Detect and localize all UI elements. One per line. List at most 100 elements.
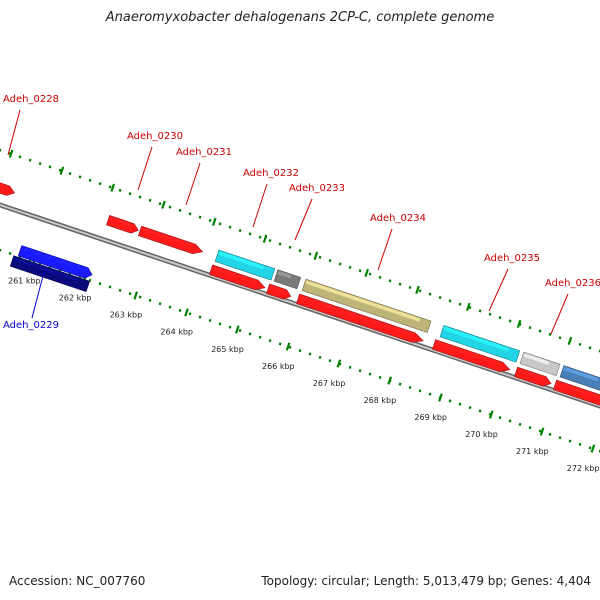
minor-tick xyxy=(108,185,112,189)
minor-tick xyxy=(128,192,132,196)
minor-tick xyxy=(278,242,282,246)
minor-tick xyxy=(508,319,512,323)
kbp-tick-label: 266 kbp xyxy=(262,362,295,371)
major-tick xyxy=(110,183,116,192)
minor-tick xyxy=(118,188,122,192)
kbp-tick-label: 268 kbp xyxy=(364,396,397,405)
minor-tick xyxy=(218,222,222,226)
gene-0233b-arrow xyxy=(266,283,292,300)
kbp-tick-label: 264 kbp xyxy=(160,328,193,337)
minor-tick xyxy=(248,332,252,336)
minor-tick xyxy=(548,432,552,436)
minor-tick xyxy=(598,449,600,453)
minor-tick xyxy=(128,292,132,296)
minor-tick xyxy=(328,359,332,363)
minor-tick xyxy=(358,269,362,273)
gene-label: Adeh_0233 xyxy=(289,183,345,194)
major-tick xyxy=(313,251,319,260)
backbone-highlight xyxy=(0,203,600,408)
minor-tick xyxy=(478,309,482,313)
kbp-tick-label: 267 kbp xyxy=(313,379,346,388)
minor-tick xyxy=(288,245,292,249)
minor-tick xyxy=(588,446,592,450)
outer-tick-row xyxy=(0,148,600,353)
minor-tick xyxy=(368,272,372,276)
minor-tick xyxy=(528,326,532,330)
minor-tick xyxy=(558,436,562,440)
minor-tick xyxy=(348,265,352,269)
kbp-tick-label: 261 kbp xyxy=(8,277,41,286)
minor-tick xyxy=(538,329,542,333)
minor-tick xyxy=(428,292,432,296)
minor-tick xyxy=(268,238,272,243)
major-tick xyxy=(8,149,14,158)
gene-label: Adeh_0234 xyxy=(370,213,426,224)
major-tick xyxy=(59,166,65,175)
major-tick xyxy=(285,342,291,351)
minor-tick xyxy=(538,429,542,433)
major-tick xyxy=(465,302,471,312)
minor-tick xyxy=(0,248,2,252)
kbp-tick-label: 272 kbp xyxy=(567,464,600,473)
minor-tick xyxy=(308,252,312,256)
gene-label: Adeh_0230 xyxy=(127,131,183,142)
minor-tick xyxy=(258,335,262,339)
major-tick xyxy=(488,410,494,419)
gene-label: Adeh_0231 xyxy=(176,147,232,158)
minor-tick xyxy=(188,312,192,316)
minor-tick xyxy=(318,355,322,359)
minor-tick xyxy=(308,352,312,356)
minor-tick xyxy=(408,285,412,290)
minor-tick xyxy=(88,178,92,182)
map-title: Anaeromyxobacter dehalogenans 2CP-C, com… xyxy=(105,10,495,25)
minor-tick xyxy=(448,399,452,403)
minor-tick xyxy=(358,369,362,373)
gene-0229b-arrow xyxy=(9,255,90,293)
minor-tick xyxy=(138,195,142,199)
minor-tick xyxy=(248,232,252,236)
gene-0228-arrow xyxy=(0,179,16,196)
minor-tick xyxy=(298,249,302,253)
minor-tick xyxy=(108,285,112,289)
minor-tick xyxy=(598,349,600,353)
gene-0233-arrow xyxy=(273,269,302,290)
major-tick xyxy=(364,268,370,277)
major-tick xyxy=(590,444,596,453)
minor-tick xyxy=(588,346,592,350)
minor-tick xyxy=(488,312,492,316)
major-tick xyxy=(184,308,189,317)
major-tick xyxy=(516,319,522,329)
major-tick xyxy=(161,200,166,209)
topology-summary: Topology: circular; Length: 5,013,479 bp… xyxy=(261,574,591,588)
gene-labels: Adeh_0228 Adeh_0229 Adeh_0230 Adeh_0231 Adeh… xyxy=(3,94,600,331)
minor-tick xyxy=(178,308,182,313)
minor-tick xyxy=(218,322,222,326)
leader-line xyxy=(31,271,45,319)
minor-tick xyxy=(238,328,242,333)
minor-tick xyxy=(68,171,72,176)
kbp-tick-label: 269 kbp xyxy=(414,413,447,422)
minor-tick xyxy=(8,251,12,256)
minor-tick xyxy=(478,409,482,413)
minor-tick xyxy=(378,275,382,280)
minor-tick xyxy=(338,262,342,266)
gene-0236-arrow xyxy=(559,365,600,393)
minor-tick xyxy=(168,305,172,309)
minor-tick xyxy=(458,302,462,306)
kbp-tick-label: 271 kbp xyxy=(516,447,549,456)
major-tick xyxy=(438,393,443,402)
minor-tick xyxy=(148,198,152,202)
minor-tick xyxy=(438,295,442,300)
minor-tick xyxy=(398,382,402,386)
minor-tick xyxy=(318,255,322,259)
minor-tick xyxy=(118,288,122,292)
minor-tick xyxy=(528,426,532,430)
gene-label: Adeh_0232 xyxy=(243,168,299,179)
feature-track xyxy=(0,179,600,408)
minor-tick xyxy=(418,289,422,293)
major-tick xyxy=(567,336,573,346)
minor-tick xyxy=(238,228,242,233)
minor-tick xyxy=(458,402,462,406)
gene-0229a-arrow xyxy=(17,245,93,279)
